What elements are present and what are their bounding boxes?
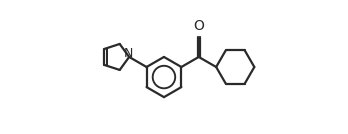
Text: O: O [193,19,204,33]
Text: N: N [124,47,133,60]
